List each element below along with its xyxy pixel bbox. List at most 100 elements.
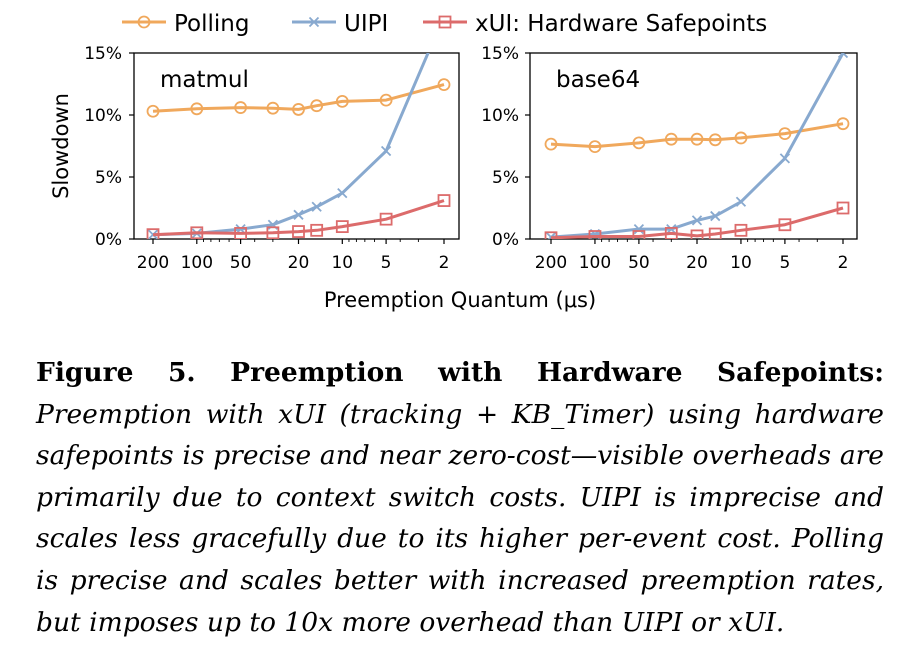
data-point [734, 131, 748, 145]
x-tick-label: 20 [288, 253, 310, 273]
x-tick-label: 200 [535, 253, 567, 273]
chart-legend: Polling UIPI xUI: Hardware Safepoints [122, 11, 767, 37]
x-tick-label: 2 [838, 253, 849, 273]
series-line [550, 206, 844, 239]
series-polling [544, 117, 850, 154]
series-layer [146, 53, 451, 239]
data-point [146, 228, 160, 239]
data-point [190, 226, 204, 239]
data-point [708, 227, 722, 239]
series-xui-hardware-safepoints [146, 194, 451, 239]
x-tick-label: 100 [579, 253, 611, 273]
legend-entry-polling: Polling [122, 11, 249, 37]
data-point [735, 196, 747, 207]
legend-label: UIPI [344, 11, 388, 37]
data-point [734, 223, 748, 237]
data-point [837, 53, 849, 59]
data-point [690, 229, 704, 239]
x-tick-label: 200 [137, 253, 169, 273]
data-point [379, 212, 393, 226]
x-tick-label: 10 [331, 253, 353, 273]
data-point [664, 227, 678, 239]
data-point [633, 223, 645, 235]
data-point [544, 231, 558, 239]
x-tick-label: 10 [730, 253, 752, 273]
data-point [234, 101, 247, 114]
x-tick-label: 20 [686, 253, 708, 273]
data-point [146, 104, 160, 118]
series-polling [146, 78, 451, 118]
data-point [666, 223, 677, 235]
data-point [632, 136, 646, 150]
figure-chart: Polling UIPI xUI: Hardware Safepoints matm… [49, 11, 858, 312]
series-xui-hardware-safepoints [544, 201, 850, 239]
x-tick-label: 5 [381, 253, 392, 273]
y-tick-label: 0% [95, 230, 122, 250]
series-line [152, 83, 445, 113]
data-point [311, 201, 322, 212]
data-point [588, 230, 602, 239]
series-line [550, 122, 844, 149]
caption-body: Preemption with xUI (tracking + KB_Timer… [36, 398, 884, 638]
legend-label: Polling [174, 11, 249, 37]
legend-entry-uipi: UIPI [292, 11, 388, 37]
data-point [437, 194, 451, 207]
x-tick-label: 50 [230, 253, 252, 273]
plot-frame [133, 52, 460, 240]
data-point [588, 140, 602, 154]
data-point [335, 220, 349, 234]
data-point [544, 137, 558, 151]
series-line [152, 199, 445, 237]
panel-base64: base64 0% 5% 10% 15% 200 100 50 20 10 5 2 [481, 44, 858, 273]
y-tick-label: 0% [492, 230, 519, 250]
y-tick-label: 10% [481, 106, 519, 126]
data-point [380, 145, 392, 157]
data-point [779, 153, 791, 164]
legend-circle-marker [137, 15, 151, 29]
data-point [310, 99, 324, 113]
data-point [335, 94, 349, 108]
data-point [708, 133, 722, 147]
data-point [710, 210, 721, 222]
data-point [190, 102, 204, 116]
data-point [292, 103, 305, 116]
panel-title: matmul [160, 67, 249, 93]
legend-x-marker [308, 16, 320, 28]
x-tick-label: 100 [181, 253, 213, 273]
legend-label: xUI: Hardware Safepoints [475, 11, 767, 37]
y-tick-label: 5% [95, 168, 122, 188]
y-tick-label: 15% [481, 44, 519, 64]
legend-square-marker [438, 15, 452, 29]
series-line [152, 53, 430, 237]
data-point [691, 215, 703, 226]
data-point [632, 230, 646, 239]
data-point [836, 201, 850, 215]
legend-entry-xui-hardware-safepoints: xUI: Hardware Safepoints [423, 11, 767, 37]
y-tick-label: 5% [492, 168, 519, 188]
data-point [234, 227, 247, 239]
y-tick-label: 10% [84, 106, 122, 126]
series-uipi [545, 53, 849, 239]
x-tick-label: 50 [628, 253, 650, 273]
plot-frame [529, 52, 858, 240]
caption-heading: Figure 5. Preemption with Hardware Safep… [36, 357, 884, 388]
data-point [437, 78, 451, 92]
data-point [337, 187, 348, 199]
x-tick-label: 2 [439, 253, 450, 273]
series-uipi [147, 53, 430, 239]
panel-title: base64 [556, 67, 640, 93]
x-axis-label: Preemption Quantum (μs) [324, 288, 596, 312]
data-point [310, 223, 324, 237]
data-point [664, 132, 678, 146]
data-point [293, 209, 304, 220]
x-tick-label: 5 [779, 253, 790, 273]
data-point [266, 226, 280, 239]
figure-caption: Figure 5. Preemption with Hardware Safep… [36, 352, 884, 643]
data-point [778, 218, 792, 232]
panel-matmul: matmul 0% 5% 10% 15% 200 100 50 20 10 5 2 [84, 44, 460, 273]
y-tick-label: 15% [84, 44, 122, 64]
y-axis-label: Slowdown [49, 93, 73, 199]
data-point [836, 117, 850, 131]
series-layer [544, 53, 850, 239]
data-point [690, 132, 704, 146]
